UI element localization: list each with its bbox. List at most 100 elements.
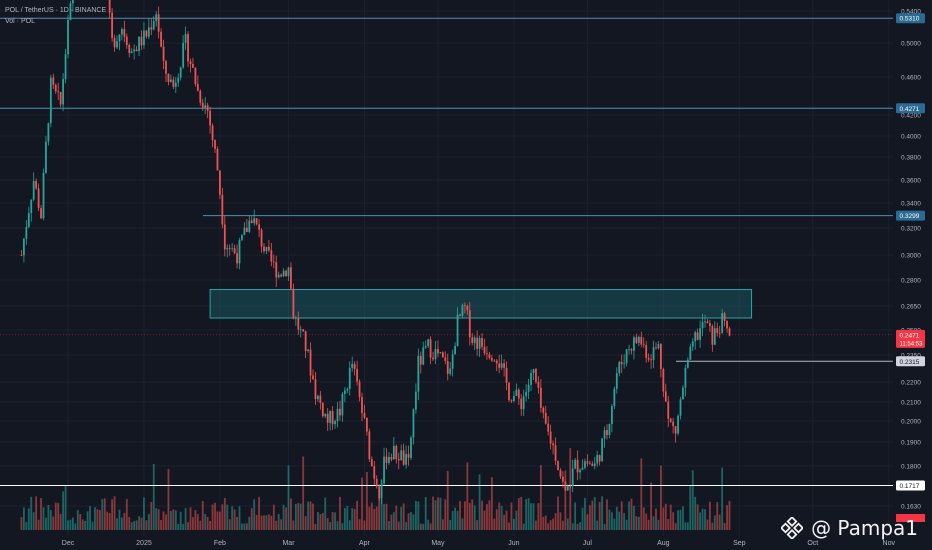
candle-body	[336, 408, 339, 422]
candle-body	[179, 67, 182, 78]
y-tick-label: 0.3200	[901, 226, 921, 233]
volume-bar	[196, 514, 199, 530]
candle-body	[542, 407, 545, 413]
candle-body	[116, 41, 118, 48]
candle-body	[525, 391, 528, 397]
candle-body	[209, 110, 211, 126]
volume-bar	[486, 504, 488, 530]
volume-bar	[160, 520, 162, 530]
candle-body	[123, 29, 126, 37]
volume-bar	[601, 496, 603, 530]
volume-bar	[544, 515, 547, 530]
candle-body	[554, 445, 557, 461]
candle-body	[219, 170, 221, 195]
volume-indicator-title[interactable]: Vol · POL	[5, 18, 35, 25]
volume-bar	[72, 517, 74, 530]
x-tick-label: Mar	[282, 540, 295, 547]
volume-bar	[696, 504, 699, 530]
candle-body	[221, 194, 224, 225]
candle-body	[417, 355, 420, 392]
candle-body	[380, 483, 383, 499]
volume-bar	[456, 510, 459, 530]
candle-body	[204, 105, 207, 109]
time-axis[interactable]: Dec 2025 Feb Mar Apr May Jun Jul Aug Sep Oct Nov	[62, 540, 896, 547]
volume-bar	[314, 523, 317, 530]
volume-bar	[30, 496, 33, 530]
volume-bar	[520, 496, 523, 530]
volume-bar	[459, 501, 461, 530]
candle-body	[517, 389, 520, 399]
x-tick-label: Aug	[657, 540, 670, 547]
candle-body	[410, 437, 412, 458]
volume-bar	[49, 510, 52, 530]
candle-body	[260, 229, 263, 247]
volume-bar	[689, 485, 692, 530]
volume-bar	[177, 523, 180, 530]
volume-bar	[716, 502, 719, 530]
candle-body	[574, 459, 577, 469]
candle-body	[640, 336, 643, 345]
candle-body	[385, 456, 388, 463]
candle-body	[481, 337, 483, 347]
volume-bar	[356, 500, 358, 530]
y-tick-label: 0.5400	[901, 9, 921, 16]
candle-body	[397, 458, 400, 461]
volume-bar	[260, 515, 263, 530]
volume-bar	[554, 513, 557, 530]
volume-bar	[525, 499, 528, 530]
candle-body	[706, 321, 709, 324]
level-tag-text: 0.2315	[900, 359, 920, 366]
candle-body	[272, 261, 275, 263]
volume-bar	[167, 468, 170, 530]
volume-bar	[415, 501, 417, 530]
candle-body	[598, 454, 601, 462]
volume-bar	[723, 523, 726, 530]
candle-body	[214, 140, 216, 149]
volume-bar	[473, 505, 476, 530]
volume-bar	[713, 515, 716, 530]
volume-bar	[402, 503, 405, 530]
candle-body	[601, 438, 603, 462]
volume-bar	[655, 508, 657, 530]
horizontal-levels[interactable]	[0, 17, 893, 487]
candle-body	[353, 363, 356, 370]
candle-body	[723, 313, 726, 321]
candle-body	[716, 328, 719, 333]
volume-bar	[471, 499, 474, 530]
y-tick-label: 0.2800	[901, 278, 921, 285]
candle-body	[118, 34, 121, 42]
volume-bar	[25, 521, 28, 530]
candle-body	[67, 20, 69, 55]
volume-bar	[54, 502, 57, 530]
candle-body	[412, 409, 415, 438]
candles	[20, 0, 731, 505]
volume-bar	[290, 498, 292, 530]
volume-bar	[625, 519, 628, 530]
volume-bar	[483, 510, 486, 530]
candle-body	[62, 79, 64, 105]
candle-body	[647, 357, 650, 360]
candle-body	[248, 220, 251, 232]
volume-bar	[481, 500, 483, 530]
resistance-zone-box[interactable]	[209, 289, 753, 319]
volume-bar	[42, 507, 45, 530]
candle-body	[476, 337, 479, 349]
candle-body	[576, 459, 579, 473]
volume-bar	[64, 485, 67, 530]
candle-body	[486, 353, 488, 355]
volume-bar	[37, 519, 40, 530]
candle-body	[473, 337, 476, 344]
volume-bar	[576, 523, 579, 530]
current-price-text: 0.2471	[900, 332, 920, 339]
volume-bar	[444, 499, 447, 530]
y-tick-label: 0.2350	[901, 353, 921, 360]
candle-body	[630, 349, 633, 351]
volume-bar	[513, 518, 515, 530]
candle-body	[290, 267, 292, 289]
volume-bar	[194, 510, 197, 530]
candle-body	[277, 274, 280, 278]
volume-bar	[209, 521, 211, 530]
symbol-title[interactable]: POL / TetherUS · 1D · BINANCE	[5, 7, 107, 14]
volume-bar	[130, 522, 133, 530]
